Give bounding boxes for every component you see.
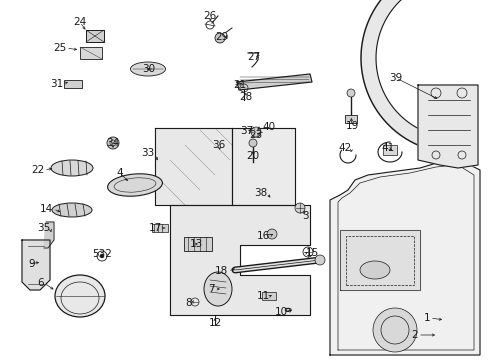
- Text: 35: 35: [37, 223, 50, 233]
- Circle shape: [107, 137, 119, 149]
- Text: 39: 39: [388, 73, 402, 83]
- Circle shape: [100, 254, 104, 258]
- Polygon shape: [237, 74, 311, 90]
- Text: 18: 18: [214, 266, 227, 276]
- Text: 29: 29: [214, 32, 227, 42]
- Circle shape: [248, 139, 257, 147]
- Polygon shape: [231, 128, 294, 205]
- FancyBboxPatch shape: [262, 292, 275, 300]
- Text: 33: 33: [141, 148, 154, 158]
- Text: 4: 4: [117, 168, 123, 178]
- Text: 14: 14: [40, 204, 53, 214]
- Polygon shape: [360, 0, 443, 152]
- Text: 11: 11: [256, 291, 269, 301]
- Polygon shape: [170, 205, 309, 315]
- Polygon shape: [155, 128, 231, 205]
- Text: 13: 13: [189, 239, 202, 249]
- Text: 24: 24: [73, 17, 86, 27]
- Text: 532: 532: [92, 249, 112, 259]
- Polygon shape: [44, 222, 54, 248]
- FancyBboxPatch shape: [183, 237, 212, 251]
- Ellipse shape: [130, 62, 165, 76]
- Text: 1: 1: [423, 313, 429, 323]
- Text: 22: 22: [31, 165, 44, 175]
- FancyBboxPatch shape: [152, 224, 168, 232]
- Text: 8: 8: [185, 298, 192, 308]
- Ellipse shape: [359, 261, 389, 279]
- Text: 17: 17: [148, 223, 162, 233]
- Text: 21: 21: [232, 80, 246, 90]
- Text: 27: 27: [246, 52, 260, 62]
- FancyBboxPatch shape: [80, 47, 102, 59]
- Circle shape: [346, 89, 354, 97]
- FancyBboxPatch shape: [382, 145, 396, 155]
- Text: 10: 10: [274, 307, 287, 317]
- FancyBboxPatch shape: [86, 30, 104, 42]
- Polygon shape: [417, 85, 477, 168]
- Text: 41: 41: [381, 143, 394, 153]
- Circle shape: [314, 255, 325, 265]
- Text: 37: 37: [239, 126, 252, 136]
- Text: 42: 42: [338, 143, 351, 153]
- Ellipse shape: [52, 203, 92, 217]
- Polygon shape: [329, 160, 479, 355]
- FancyBboxPatch shape: [345, 115, 356, 123]
- FancyBboxPatch shape: [64, 80, 82, 88]
- Circle shape: [266, 229, 276, 239]
- Text: 2: 2: [410, 330, 417, 340]
- Text: 7: 7: [208, 284, 215, 294]
- Text: 16: 16: [256, 231, 269, 241]
- Polygon shape: [22, 240, 50, 290]
- Ellipse shape: [107, 174, 162, 196]
- Text: 19: 19: [345, 121, 358, 131]
- Ellipse shape: [51, 160, 93, 176]
- Text: 40: 40: [262, 122, 275, 132]
- Circle shape: [250, 127, 261, 137]
- Text: 36: 36: [212, 140, 225, 150]
- Circle shape: [372, 308, 416, 352]
- Text: 25: 25: [53, 43, 66, 53]
- Circle shape: [294, 203, 305, 213]
- Ellipse shape: [203, 272, 231, 306]
- Text: 3: 3: [302, 211, 308, 221]
- Text: 15: 15: [305, 248, 319, 258]
- Text: 6: 6: [37, 278, 44, 288]
- Text: 20: 20: [246, 151, 259, 161]
- Text: 28: 28: [239, 92, 252, 102]
- Text: 26: 26: [203, 11, 216, 21]
- Text: 12: 12: [208, 318, 221, 328]
- Text: 34: 34: [106, 138, 120, 148]
- Circle shape: [215, 33, 224, 43]
- Text: 30: 30: [142, 64, 155, 74]
- Text: 31: 31: [50, 79, 63, 89]
- Text: 23: 23: [248, 130, 262, 140]
- Polygon shape: [339, 230, 419, 290]
- Text: 38: 38: [253, 188, 266, 198]
- Ellipse shape: [55, 275, 105, 317]
- Text: 9: 9: [28, 259, 35, 269]
